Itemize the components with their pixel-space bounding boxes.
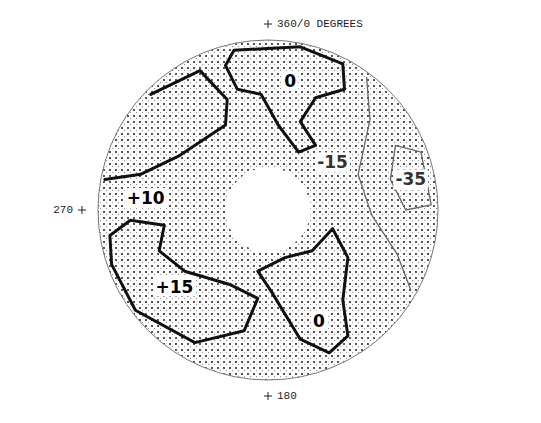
contour-label: 0: [313, 311, 325, 331]
label-patch: [282, 71, 298, 91]
field: [98, 40, 438, 380]
label-patch: [315, 152, 350, 172]
label-patch: [154, 277, 196, 297]
contour-label: -35: [395, 169, 426, 189]
label-patch: [393, 169, 428, 189]
angle-tick: [264, 392, 272, 400]
contour-label: +15: [156, 277, 194, 297]
angle-tick: [264, 20, 272, 28]
contour-label: +10: [127, 188, 165, 208]
chart: +10 +15 0 0 -15 -35 360/0 DEGREES 270 180: [0, 0, 541, 423]
label-patch: [125, 188, 167, 208]
inner-hole: [226, 168, 311, 253]
angle-tick: [78, 206, 86, 214]
contour-line: [258, 229, 348, 353]
label-patch: [311, 311, 327, 331]
contour-line: [105, 71, 227, 180]
angle-label: 270: [53, 204, 73, 216]
angle-label: 360/0 DEGREES: [277, 18, 363, 30]
contour-line: [226, 47, 345, 152]
angle-label: 180: [277, 390, 297, 402]
contour-label: -15: [317, 152, 348, 172]
contour-label: 0: [284, 71, 296, 91]
contour-line: [390, 145, 431, 210]
contours: [105, 47, 431, 353]
contour-line: [110, 220, 258, 342]
